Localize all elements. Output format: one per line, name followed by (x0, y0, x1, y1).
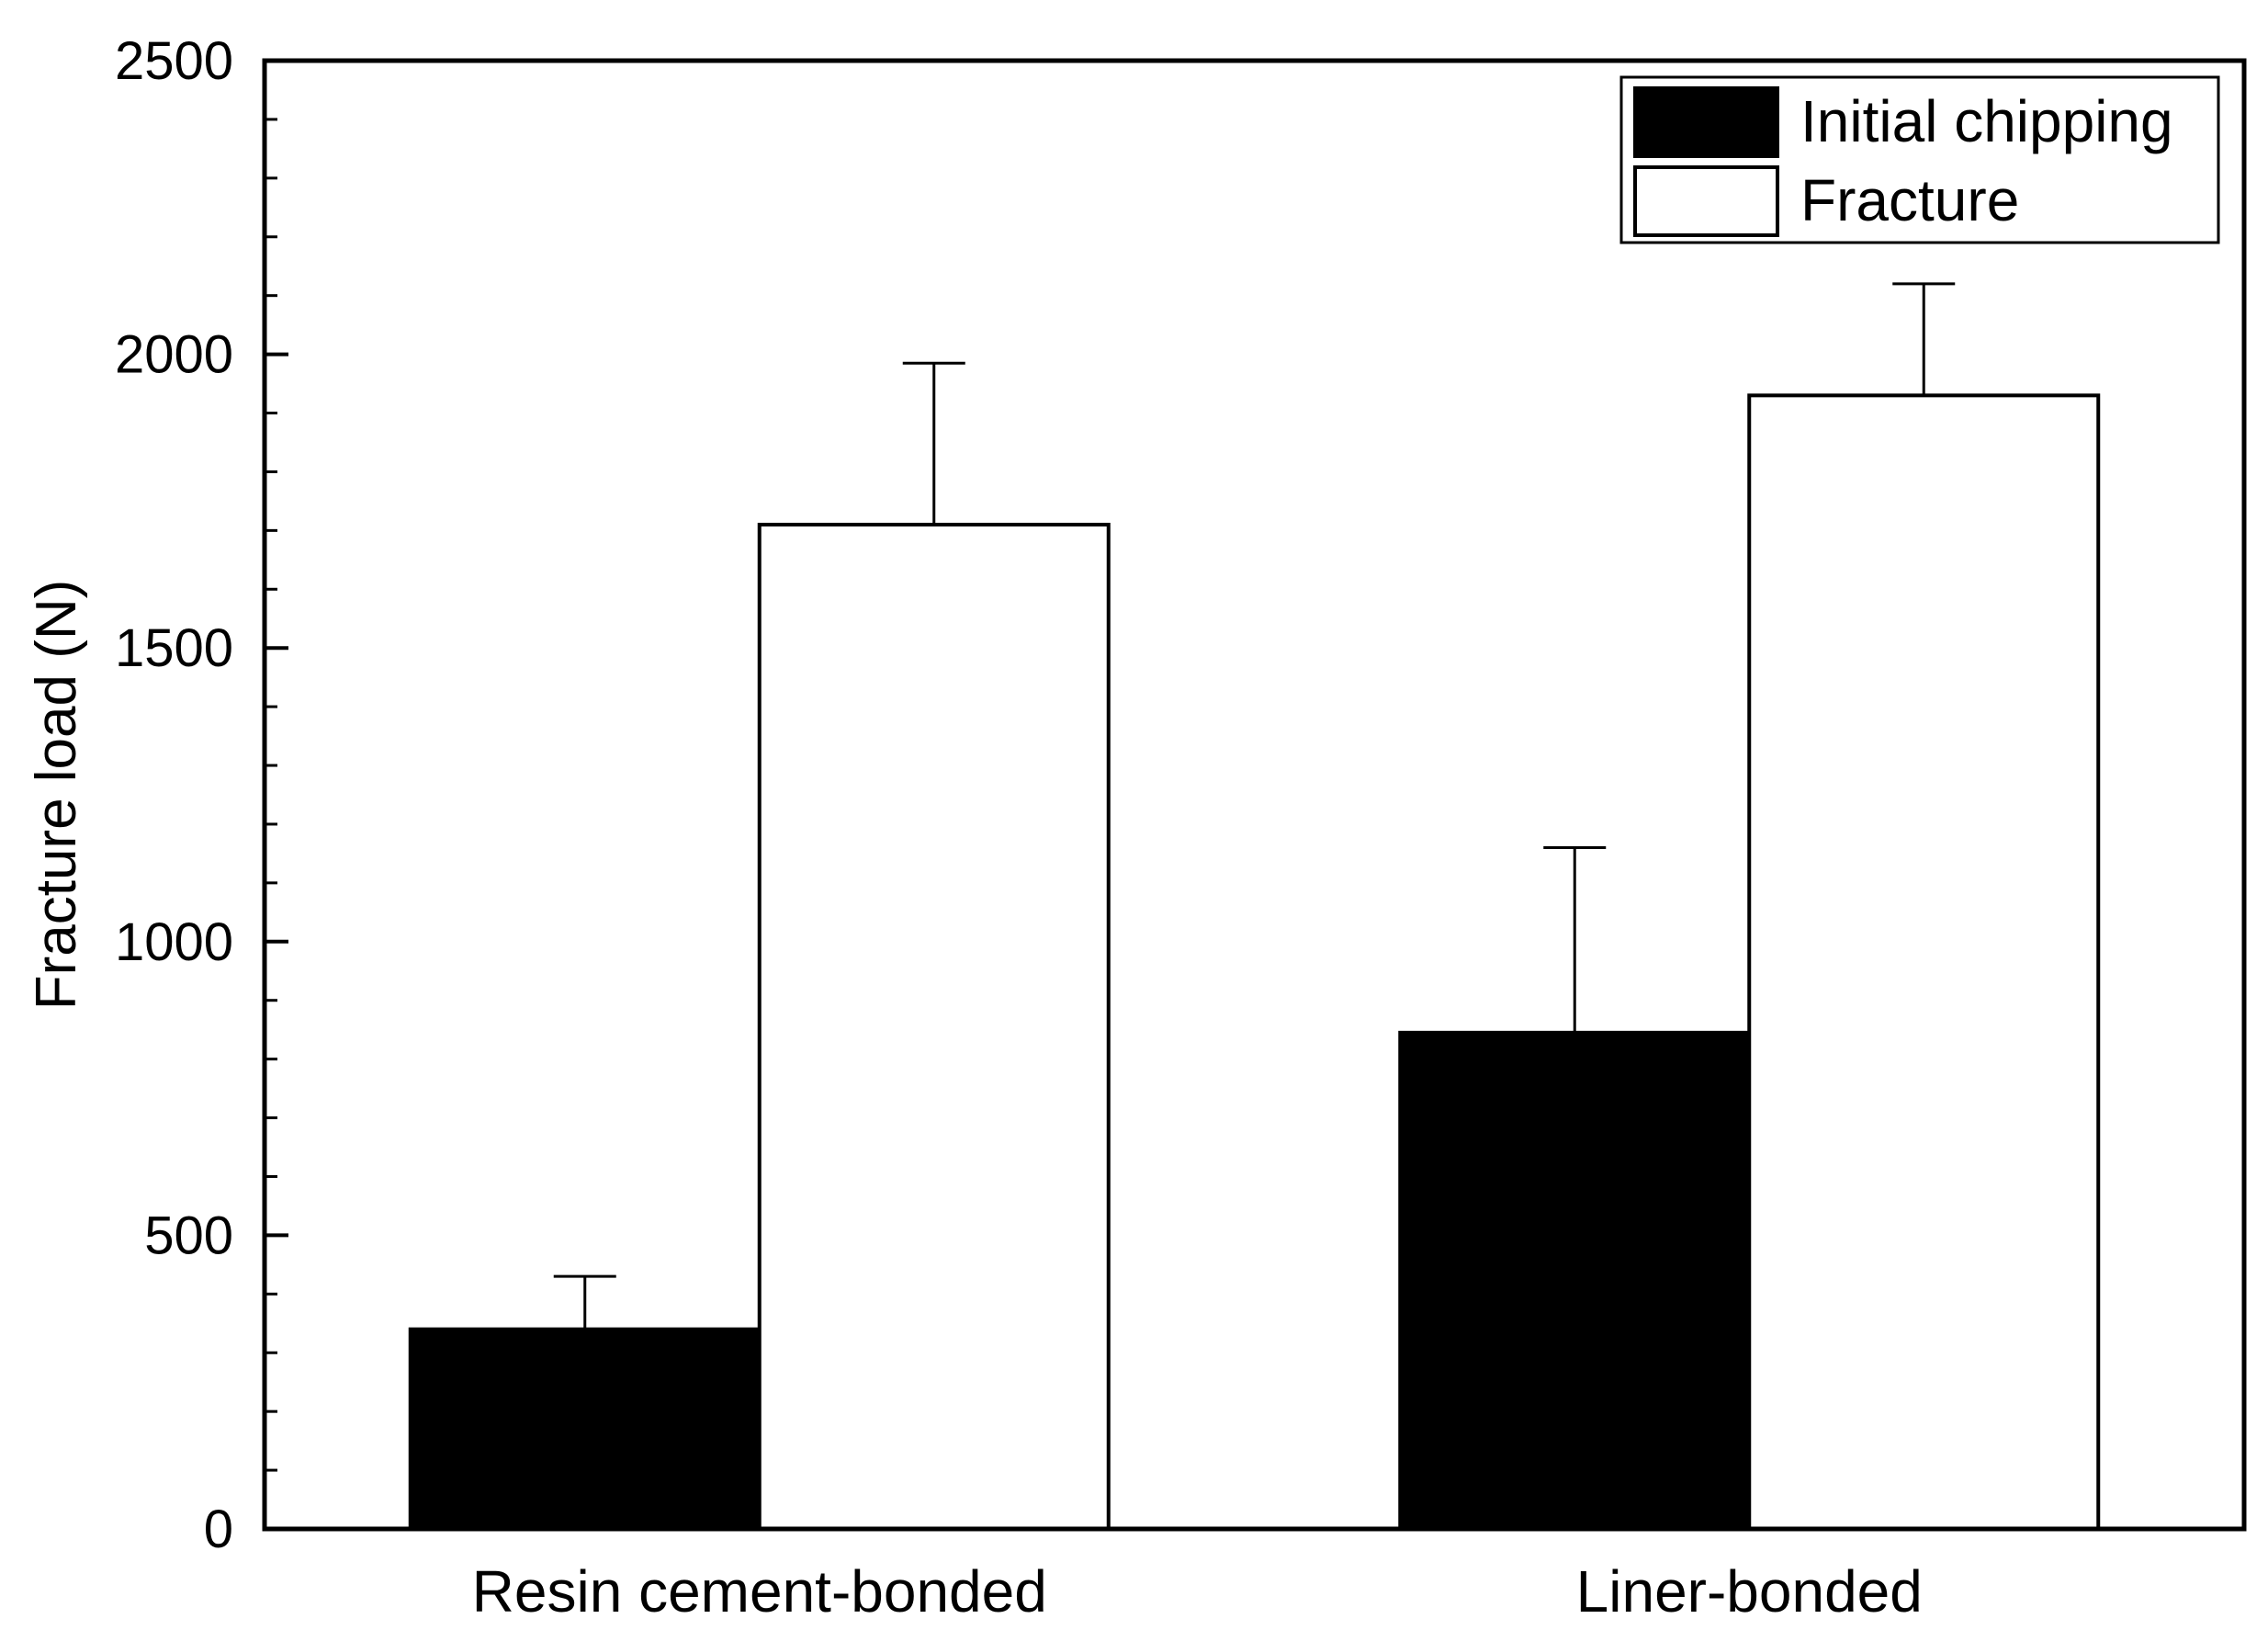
bar-fracture (1747, 393, 2101, 1531)
y-axis-title: Fracture load (N) (25, 580, 88, 1011)
legend-label: Initial chipping (1800, 88, 2173, 154)
bar-fracture (757, 522, 1111, 1531)
axes-layer: 0 500 1000 1500 2000 2500 Resin cement-bonded L… (115, 31, 1923, 1624)
plot-frame (262, 58, 2247, 1532)
legend-label: Fracture (1800, 167, 2019, 233)
x-category-label: Resin cement-bonded (472, 1558, 1047, 1624)
bar-initial-chipping (1398, 1030, 1752, 1531)
bar-initial-chipping (408, 1327, 762, 1531)
y-tick-label: 500 (144, 1206, 233, 1265)
y-tick-label: 1500 (115, 618, 233, 678)
bars-layer (408, 393, 2101, 1531)
y-tick-label: 1000 (115, 912, 233, 972)
legend: Initial chipping Fracture (1619, 75, 2220, 244)
legend-swatch (1633, 86, 1779, 158)
y-tick-label: 2500 (115, 31, 233, 91)
x-category-label: Liner-bonded (1576, 1558, 1923, 1624)
y-tick-label: 0 (204, 1500, 233, 1559)
error-bars-layer (553, 282, 1956, 1330)
y-tick-label: 2000 (115, 325, 233, 385)
legend-swatch (1633, 165, 1779, 237)
